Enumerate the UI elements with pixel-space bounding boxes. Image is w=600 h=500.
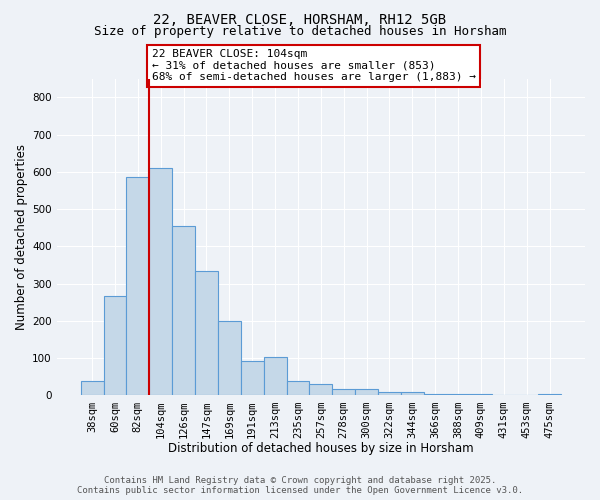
Bar [538,394,561,396]
Bar [80,382,104,396]
X-axis label: Distribution of detached houses by size in Horsham: Distribution of detached houses by size … [168,442,473,455]
Bar [172,226,195,396]
Bar [263,357,287,396]
Bar [127,178,149,396]
Text: 22 BEAVER CLOSE: 104sqm
← 31% of detached houses are smaller (853)
68% of semi-d: 22 BEAVER CLOSE: 104sqm ← 31% of detache… [152,49,476,82]
Bar [401,392,424,396]
Y-axis label: Number of detached properties: Number of detached properties [15,144,28,330]
Bar [424,394,446,396]
Bar [241,361,263,396]
Text: 22, BEAVER CLOSE, HORSHAM, RH12 5GB: 22, BEAVER CLOSE, HORSHAM, RH12 5GB [154,12,446,26]
Bar [287,382,310,396]
Text: Size of property relative to detached houses in Horsham: Size of property relative to detached ho… [94,25,506,38]
Bar [310,384,332,396]
Bar [446,394,469,396]
Bar [378,392,401,396]
Bar [332,389,355,396]
Bar [355,389,378,396]
Bar [149,168,172,396]
Bar [218,321,241,396]
Bar [104,296,127,396]
Bar [469,394,493,396]
Bar [195,270,218,396]
Text: Contains HM Land Registry data © Crown copyright and database right 2025.
Contai: Contains HM Land Registry data © Crown c… [77,476,523,495]
